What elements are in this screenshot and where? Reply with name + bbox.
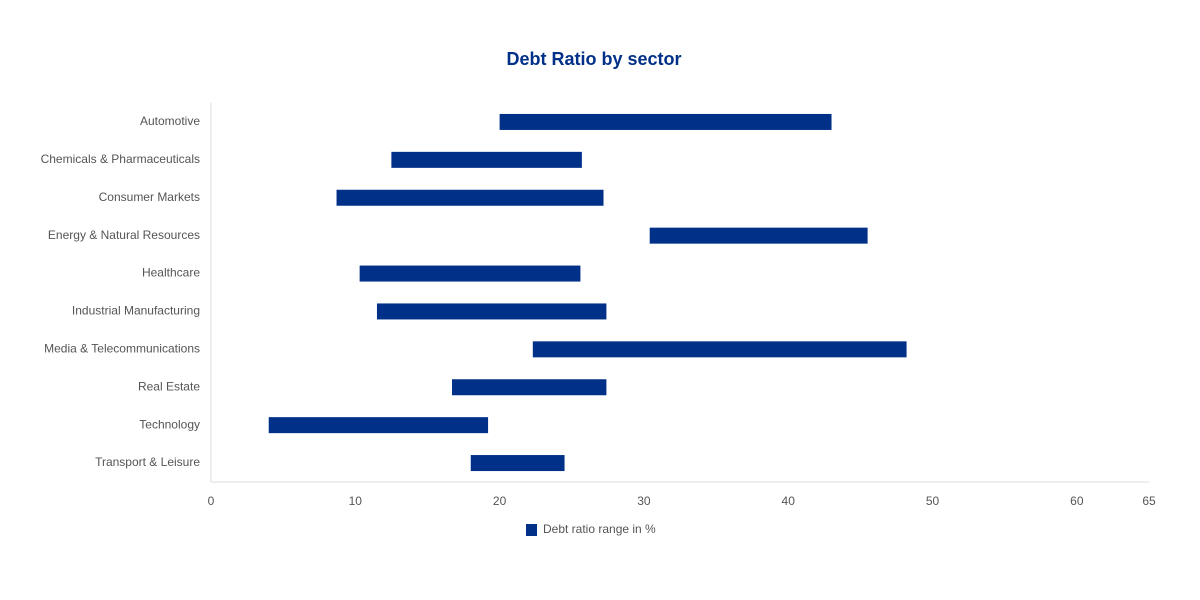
bar <box>391 151 582 168</box>
x-tick-label: 40 <box>782 494 796 508</box>
bar <box>499 113 832 130</box>
x-tick-label: 10 <box>349 494 363 508</box>
y-tick-label: Technology <box>139 417 200 431</box>
bar <box>376 303 607 320</box>
x-tick-label: 65 <box>1142 494 1156 508</box>
y-tick-label: Consumer Markets <box>99 190 200 204</box>
bar <box>451 379 607 396</box>
bar <box>649 227 868 244</box>
y-tick-label: Energy & Natural Resources <box>48 228 200 242</box>
y-tick-label: Real Estate <box>138 379 200 393</box>
y-tick-label: Chemicals & Pharmaceuticals <box>41 152 200 166</box>
legend-label: Debt ratio range in % <box>543 522 656 536</box>
y-tick-label: Healthcare <box>142 266 200 280</box>
x-tick-label: 0 <box>208 494 215 508</box>
y-tick-label: Media & Telecommunications <box>44 342 200 356</box>
x-tick-label: 60 <box>1070 494 1084 508</box>
bar <box>268 417 489 434</box>
chart-title: Debt Ratio by sector <box>506 49 681 69</box>
x-tick-label: 30 <box>637 494 651 508</box>
y-tick-label: Automotive <box>140 114 200 128</box>
bar <box>532 341 907 358</box>
legend-swatch <box>526 524 537 536</box>
x-tick-label: 50 <box>926 494 940 508</box>
y-tick-label: Transport & Leisure <box>95 455 200 469</box>
bar <box>470 455 565 472</box>
x-tick-label: 20 <box>493 494 507 508</box>
bar <box>336 189 604 206</box>
bar <box>359 265 581 282</box>
y-tick-label: Industrial Manufacturing <box>72 304 200 318</box>
